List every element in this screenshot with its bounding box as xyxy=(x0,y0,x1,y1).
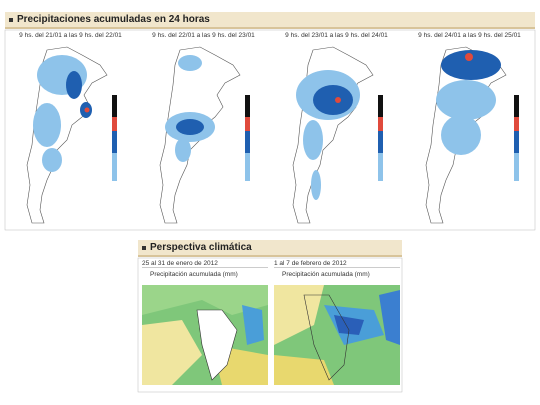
outlook-period: 1 al 7 de febrero de 2012 xyxy=(274,260,400,268)
outlook-caption: Precipitación acumulada (mm) xyxy=(150,271,238,278)
panel-label: 9 hs. del 24/01 a las 9 hs. del 25/01 xyxy=(418,32,521,39)
panel-label: 9 hs. del 22/01 a las 9 hs. del 23/01 xyxy=(152,32,255,39)
panel-frame xyxy=(4,29,536,231)
section-title: Precipitaciones acumuladas en 24 horas xyxy=(5,12,535,29)
outlook-maps xyxy=(142,285,400,385)
panel-label: 9 hs. del 23/01 a las 9 hs. del 24/01 xyxy=(285,32,388,39)
outlook-period: 25 al 31 de enero de 2012 xyxy=(142,260,268,268)
map-panels xyxy=(26,46,519,224)
outlook-frame xyxy=(137,257,403,393)
panel-label: 9 hs. del 21/01 a las 9 hs. del 22/01 xyxy=(19,32,122,39)
outlook-title: Perspectiva climática xyxy=(138,240,402,257)
outlook-caption: Precipitación acumulada (mm) xyxy=(282,271,370,278)
